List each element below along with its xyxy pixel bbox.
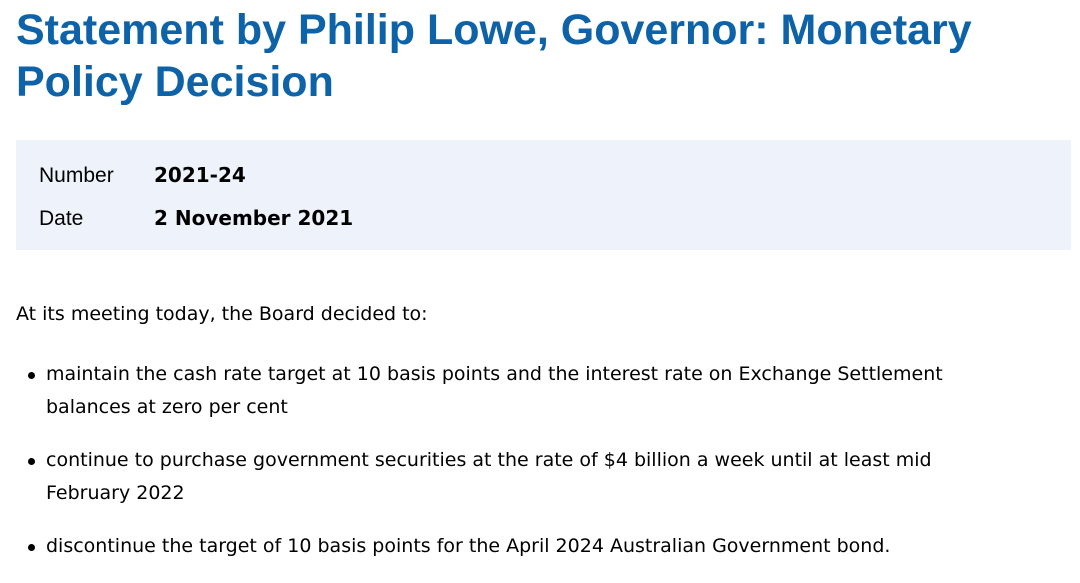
number-label: Number	[39, 164, 114, 187]
list-item: maintain the cash rate target at 10 basi…	[16, 358, 1016, 424]
number-value: 2021-24	[154, 163, 246, 187]
metadata-row-date: Date 2 November 2021	[39, 206, 353, 231]
bullet-icon	[28, 544, 35, 551]
bullet-icon	[28, 458, 35, 465]
list-item-text: discontinue the target of 10 basis point…	[46, 535, 891, 557]
list-item: discontinue the target of 10 basis point…	[16, 530, 1016, 563]
bullet-icon	[28, 372, 35, 379]
metadata-row-number: Number 2021-24	[39, 163, 246, 188]
date-label: Date	[39, 207, 84, 230]
list-item-text: continue to purchase government securiti…	[46, 449, 932, 504]
intro-paragraph: At its meeting today, the Board decided …	[16, 303, 428, 325]
date-value: 2 November 2021	[154, 206, 354, 230]
page-content: Statement by Philip Lowe, Governor: Mone…	[16, 0, 1074, 557]
decision-list: maintain the cash rate target at 10 basi…	[16, 358, 1016, 583]
metadata-panel	[16, 140, 1071, 250]
list-item: continue to purchase government securiti…	[16, 444, 1016, 510]
page-title: Statement by Philip Lowe, Governor: Mone…	[16, 6, 972, 106]
list-item-text: maintain the cash rate target at 10 basi…	[46, 363, 943, 418]
